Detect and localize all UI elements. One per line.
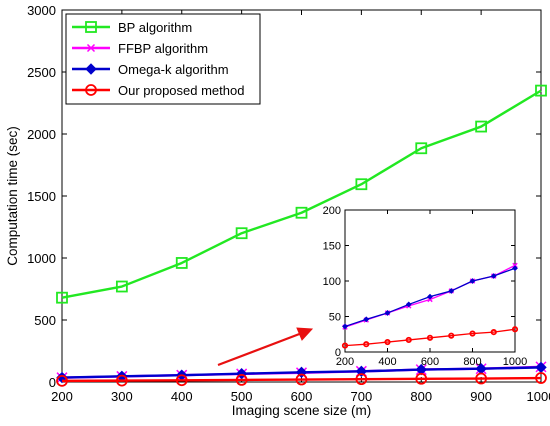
inset-y-tick-label: 0 xyxy=(335,347,341,359)
inset-series-2-point xyxy=(448,288,455,294)
series-bp-algorithm-point xyxy=(175,257,188,269)
inset-series-2-point xyxy=(490,273,497,279)
x-axis-title: Imaging scene size (m) xyxy=(232,403,372,418)
inset-series-2-point xyxy=(427,293,433,300)
series-our-proposed-method-point xyxy=(115,374,128,387)
x-tick-label: 500 xyxy=(231,389,253,404)
series-our-proposed-method xyxy=(56,372,547,387)
inset-x-tick-label: 800 xyxy=(463,356,481,368)
inset-series-2 xyxy=(342,265,518,330)
inset-series-3-point xyxy=(490,329,497,336)
inset-series-2-point xyxy=(363,316,370,323)
legend-label: BP algorithm xyxy=(118,20,192,35)
x-tick-label: 1000 xyxy=(527,389,550,404)
inset-series-2-point xyxy=(342,323,348,330)
inset-x-tick-label: 200 xyxy=(336,356,354,368)
inset-x-tick-label: 600 xyxy=(421,356,439,368)
y-tick-label: 1500 xyxy=(27,189,56,204)
x-tick-label: 400 xyxy=(171,389,193,404)
series-our-proposed-method-point xyxy=(535,372,547,384)
inset-series-3-point xyxy=(405,336,412,344)
x-tick-label: 700 xyxy=(351,389,373,404)
series-bp-algorithm-point xyxy=(355,178,368,191)
x-tick-label: 600 xyxy=(291,389,313,404)
inset-series-3-point xyxy=(448,332,455,339)
x-tick-label: 300 xyxy=(111,389,133,404)
series-bp-algorithm-point xyxy=(415,142,428,155)
inset-series-3-point xyxy=(363,341,370,348)
series-our-proposed-method-point xyxy=(175,374,188,387)
x-tick-label: 200 xyxy=(51,389,73,404)
legend-entry-ffbp-algorithm: FFBP algorithm xyxy=(72,41,208,56)
legend-label: Omega-k algorithm xyxy=(118,62,229,77)
inset-y-tick-label: 100 xyxy=(323,276,341,288)
series-our-proposed-method-point xyxy=(475,372,488,385)
inset-series-3-line xyxy=(344,328,516,347)
inset-series-2-point xyxy=(405,301,412,308)
legend: BP algorithm FFBP algorithm Omega-k algori… xyxy=(65,13,261,105)
legend-marker xyxy=(86,43,96,53)
series-bp-algorithm-point xyxy=(56,291,68,304)
series-our-proposed-method-point xyxy=(235,373,248,386)
legend-marker xyxy=(85,84,97,96)
zoom-arrow-head xyxy=(296,327,314,341)
zoom-arrow-shaft xyxy=(217,331,303,367)
inset-series-3-point xyxy=(341,342,349,349)
series-our-proposed-method-point xyxy=(295,373,308,386)
inset-y-tick-label: 50 xyxy=(329,312,341,324)
y-tick-label: 1000 xyxy=(27,251,56,266)
legend-marker xyxy=(85,63,97,75)
series-bp-algorithm-point xyxy=(115,280,128,293)
legend-label: FFBP algorithm xyxy=(118,41,208,56)
inset-series-2-point xyxy=(384,310,391,316)
x-tick-label: 800 xyxy=(410,389,432,404)
inset-x-tick-label: 1000 xyxy=(503,356,527,368)
y-tick-label: 500 xyxy=(34,313,56,328)
zoom-arrow xyxy=(217,327,314,367)
series-bp-algorithm xyxy=(56,84,547,304)
legend-label: Our proposed method xyxy=(118,83,244,98)
series-bp-algorithm-line xyxy=(61,89,542,299)
series-bp-algorithm-point xyxy=(535,84,547,97)
inset-series-3-point xyxy=(511,326,519,333)
legend-entry-bp-algorithm: BP algorithm xyxy=(72,20,192,35)
legend-entry-omega-k-algorithm: Omega-k algorithm xyxy=(72,62,229,77)
y-tick-label: 3000 xyxy=(27,3,56,18)
legend-entry-our-proposed-method: Our proposed method xyxy=(72,83,244,98)
y-axis-title: Computation time (sec) xyxy=(5,126,20,266)
inset-y-tick-label: 200 xyxy=(323,205,341,217)
legend-marker xyxy=(85,21,97,33)
inset-y-tick-label: 150 xyxy=(323,241,341,253)
series-bp-algorithm-point xyxy=(475,120,488,133)
inset-series-3 xyxy=(341,326,519,349)
y-tick-label: 0 xyxy=(49,375,56,390)
inset-plot: 200 400 600 800 1000 0 50 100 150 200 xyxy=(323,205,528,368)
y-tick-label: 2500 xyxy=(27,65,56,80)
series-our-proposed-method-line xyxy=(61,376,542,383)
inset-series-3-point xyxy=(426,334,434,341)
series-bp-algorithm-point xyxy=(235,227,248,240)
series-bp-algorithm-point xyxy=(295,206,308,219)
inset-series-2-point xyxy=(469,278,476,284)
series-our-proposed-method-point xyxy=(56,374,68,387)
x-tick-label: 900 xyxy=(470,389,492,404)
inset-plot-frame xyxy=(344,209,516,353)
series-our-proposed-method-point xyxy=(355,373,368,386)
inset-x-tick-label: 400 xyxy=(378,356,396,368)
series-our-proposed-method-point xyxy=(415,372,428,385)
y-tick-label: 2000 xyxy=(27,127,56,142)
inset-series-3-point xyxy=(384,338,391,346)
inset-series-2-point xyxy=(512,265,518,272)
inset-series-3-point xyxy=(469,330,476,337)
